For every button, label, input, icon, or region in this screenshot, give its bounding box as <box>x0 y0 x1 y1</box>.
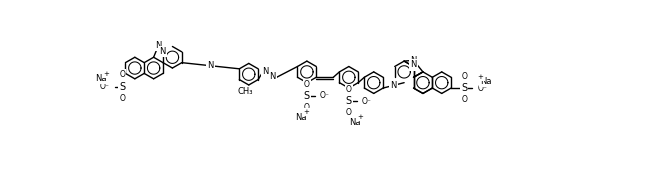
Text: O: O <box>346 108 351 117</box>
Text: S: S <box>461 83 467 93</box>
Text: Na: Na <box>95 74 106 83</box>
Text: O: O <box>304 103 310 112</box>
Text: O: O <box>461 95 467 104</box>
Text: N: N <box>390 81 397 90</box>
Text: +: + <box>357 114 363 120</box>
Text: N: N <box>159 47 166 56</box>
Text: Na: Na <box>295 113 306 122</box>
Text: N: N <box>269 72 276 81</box>
Text: S: S <box>304 91 310 101</box>
Text: S: S <box>346 96 352 106</box>
Text: CH₃: CH₃ <box>238 87 254 96</box>
Text: N: N <box>262 67 268 76</box>
Text: O⁻: O⁻ <box>361 97 371 106</box>
Text: N: N <box>411 60 417 70</box>
Text: O⁻: O⁻ <box>478 84 487 93</box>
Text: O⁻: O⁻ <box>100 82 110 91</box>
Text: +: + <box>103 71 109 77</box>
Text: O: O <box>304 80 310 89</box>
Text: S: S <box>120 82 125 92</box>
Text: Na: Na <box>350 118 361 127</box>
Text: N: N <box>155 41 162 50</box>
Text: Na: Na <box>480 77 491 86</box>
Text: O: O <box>461 72 467 81</box>
Text: O: O <box>120 94 125 103</box>
Text: N: N <box>411 56 417 65</box>
Text: N: N <box>208 61 214 70</box>
Text: +: + <box>303 109 309 115</box>
Text: +: + <box>478 74 484 80</box>
Text: O: O <box>120 70 125 80</box>
Text: O: O <box>346 85 351 94</box>
Text: O⁻: O⁻ <box>319 91 329 100</box>
